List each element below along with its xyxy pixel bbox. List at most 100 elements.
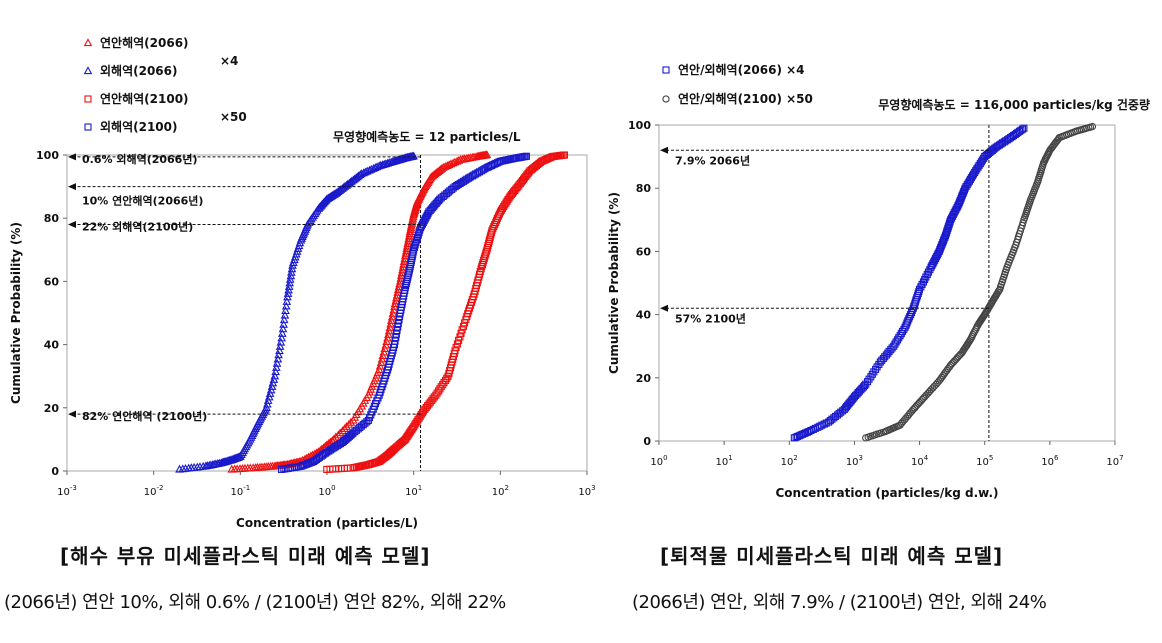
legend-marker (662, 66, 670, 74)
right-chart-caption-subtitle: (2066년) 연안, 외해 7.9% / (2100년) 연안, 외해 24% (632, 592, 1047, 613)
legend-multiplier: ×50 (220, 110, 247, 124)
data-point (342, 422, 351, 430)
annotation-arrowhead (68, 183, 76, 191)
x-tick-label: 10-3 (57, 484, 77, 498)
data-point (408, 216, 417, 225)
data-point (329, 434, 339, 443)
data-point (443, 161, 452, 170)
data-point (282, 297, 292, 305)
legend-label: 연안해역(2066) (100, 35, 189, 50)
data-point (403, 236, 413, 245)
series-2 (175, 151, 418, 473)
legend-label: 연안/외해역(2066) ×4 (678, 62, 805, 77)
x-tick-label: 101 (405, 484, 422, 498)
x-tick-base: 10 (1041, 457, 1054, 468)
legend-marker (83, 38, 93, 47)
data-point (278, 324, 288, 333)
data-point (272, 358, 282, 367)
y-tick-label: 20 (44, 402, 60, 415)
annotation-arrowhead (68, 221, 76, 229)
annotation-label: 82% 연안해역 (2100년) (82, 409, 207, 423)
data-point (452, 156, 462, 165)
x-tick-exponent: 7 (1119, 454, 1123, 462)
data-point (344, 419, 354, 428)
threshold-label: 무영향예측농도 = 12 particles/L (333, 129, 521, 144)
legend-label: 외해역(2100) (100, 119, 178, 134)
x-tick-label: 107 (1106, 454, 1123, 468)
x-tick-exponent: -3 (70, 484, 77, 492)
annotation-arrowhead (660, 304, 668, 312)
x-tick-base: 10 (230, 487, 243, 498)
x-tick-exponent: 2 (793, 454, 797, 462)
legend-label: 연안/외해역(2100) ×50 (678, 91, 813, 106)
x-tick-base: 10 (144, 487, 157, 498)
data-point (403, 239, 413, 247)
data-point (1019, 125, 1027, 133)
data-point (331, 432, 341, 441)
data-point (409, 151, 418, 160)
x-tick-base: 10 (846, 457, 859, 468)
x-tick-exponent: 3 (859, 454, 863, 462)
x-tick-exponent: 5 (989, 454, 993, 462)
data-point (482, 150, 492, 159)
data-point (405, 227, 415, 236)
legend-label: 연안해역(2100) (100, 91, 189, 106)
left-chart-caption-title: [해수 부유 미세플라스틱 미래 예측 모델] (60, 544, 431, 568)
annotation-arrowhead (68, 410, 76, 418)
legend-marker (84, 123, 92, 131)
x-tick-base: 10 (976, 457, 989, 468)
data-point (400, 251, 410, 260)
x-tick-base: 10 (650, 457, 663, 468)
data-point (273, 354, 283, 363)
data-point (346, 417, 356, 426)
data-point (277, 328, 287, 337)
data-point (818, 421, 826, 429)
data-point (277, 333, 287, 342)
data-point (404, 234, 414, 243)
data-point (807, 426, 815, 435)
x-tick-exponent: 0 (331, 484, 335, 492)
data-point (338, 426, 347, 435)
data-point (406, 222, 416, 231)
data-point (443, 374, 451, 382)
y-tick-label: 20 (636, 372, 652, 385)
x-tick-label: 106 (1041, 454, 1059, 468)
legend-marker (84, 95, 92, 103)
x-tick-exponent: 6 (1054, 454, 1059, 462)
data-point (914, 289, 922, 298)
x-tick-label: 10-2 (144, 484, 164, 498)
x-tick-base: 10 (911, 457, 924, 468)
data-point (995, 287, 1003, 295)
x-tick-exponent: 4 (924, 454, 929, 462)
data-point (275, 346, 284, 355)
right-chart-caption-title: [퇴적물 미세플라스틱 미래 예측 모델] (660, 544, 1004, 568)
data-point (405, 229, 415, 238)
data-point (915, 287, 923, 295)
series-1 (790, 124, 1028, 442)
series-1 (227, 150, 492, 473)
series-4 (277, 152, 530, 473)
data-point (401, 246, 411, 255)
x-tick-label: 100 (650, 454, 667, 468)
x-tick-label: 103 (846, 454, 863, 468)
data-point (404, 231, 414, 240)
data-point (275, 341, 285, 350)
y-axis-label: Cumulative Probability (%) (607, 192, 621, 374)
annotation-label: 22% 외해역(2100년) (82, 220, 193, 234)
x-tick-label: 104 (911, 454, 929, 468)
data-point (274, 350, 283, 359)
data-point (333, 430, 343, 439)
x-tick-exponent: 0 (663, 454, 667, 462)
x-tick-label: 103 (578, 484, 595, 498)
data-point (369, 163, 378, 172)
x-tick-exponent: 1 (418, 484, 422, 492)
annotation-label: 0.6% 외해역(2066년) (82, 152, 198, 166)
y-tick-label: 40 (44, 339, 60, 352)
y-tick-label: 100 (628, 119, 651, 132)
y-tick-label: 0 (51, 465, 59, 478)
plot-frame (658, 124, 1116, 442)
x-tick-base: 10 (578, 487, 591, 498)
data-point (272, 363, 281, 371)
